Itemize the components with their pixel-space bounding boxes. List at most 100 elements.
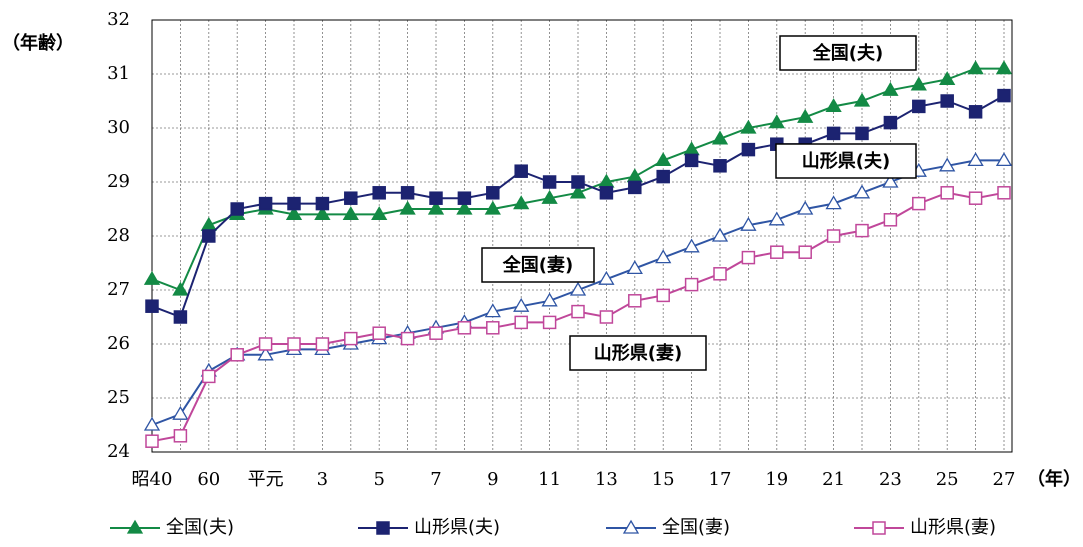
point <box>376 521 390 535</box>
y-tick-label: 26 <box>107 333 130 354</box>
point <box>541 292 558 307</box>
point <box>145 299 159 313</box>
point <box>372 326 386 340</box>
point <box>713 159 727 173</box>
y-tick-label: 27 <box>107 279 130 300</box>
point <box>995 152 1013 167</box>
point <box>172 281 189 296</box>
point <box>713 267 727 281</box>
point <box>768 211 785 226</box>
point <box>484 303 501 318</box>
point <box>825 98 842 113</box>
point <box>939 157 956 172</box>
x-tick-label: 27 <box>993 469 1016 490</box>
y-tick-label: 25 <box>107 387 130 408</box>
point <box>968 191 983 205</box>
point <box>967 60 984 75</box>
x-axis-label: （年） <box>1027 468 1081 490</box>
point <box>912 99 926 114</box>
x-tick-label: 21 <box>822 469 845 490</box>
point <box>427 200 445 215</box>
point <box>711 130 729 145</box>
point <box>143 270 161 285</box>
legend-label: 全国(夫) <box>166 517 234 538</box>
point <box>853 92 871 107</box>
point <box>770 245 784 259</box>
annotation: 山形県(妻) <box>594 343 682 364</box>
annotation: 全国(夫) <box>812 42 883 64</box>
x-tick-label: 平元 <box>248 469 284 490</box>
annotation-box <box>779 35 917 71</box>
point <box>371 206 388 221</box>
point <box>513 195 530 210</box>
point <box>202 229 216 243</box>
point <box>940 94 954 108</box>
point <box>939 71 956 86</box>
point <box>940 186 954 200</box>
point <box>344 331 358 346</box>
x-tick-label: 25 <box>936 469 959 490</box>
x-tick-label: 7 <box>430 469 441 490</box>
point <box>429 326 443 340</box>
y-tick-label: 29 <box>107 171 130 192</box>
point <box>486 186 500 200</box>
point <box>797 200 814 215</box>
annotation: 全国(妻) <box>502 254 573 276</box>
point <box>230 348 244 362</box>
point <box>542 315 557 330</box>
annotation-box <box>481 247 595 283</box>
point <box>230 202 244 216</box>
annotation-box <box>775 143 917 179</box>
point <box>910 76 927 91</box>
x-tick-label: 60 <box>197 469 220 490</box>
point <box>883 115 898 130</box>
point <box>711 227 729 242</box>
point <box>258 337 273 351</box>
x-tick-label: 昭40 <box>132 469 173 490</box>
point <box>257 346 274 361</box>
point <box>655 249 672 264</box>
point <box>684 153 699 168</box>
point <box>997 88 1011 103</box>
point <box>457 191 472 205</box>
point <box>872 521 886 535</box>
point <box>656 288 670 303</box>
point <box>626 168 643 183</box>
point <box>622 519 640 534</box>
point <box>882 173 899 188</box>
point <box>825 195 842 210</box>
point <box>344 191 358 205</box>
point <box>912 196 926 211</box>
y-tick-label: 24 <box>107 441 130 462</box>
x-tick-label: 15 <box>652 469 675 490</box>
point <box>258 196 273 211</box>
point <box>599 310 614 324</box>
y-tick-label: 28 <box>107 225 130 246</box>
point <box>287 196 301 211</box>
point <box>598 270 615 285</box>
y-tick-label: 32 <box>107 9 130 30</box>
x-tick-label: 9 <box>487 469 498 490</box>
point <box>173 429 188 443</box>
point <box>967 152 984 167</box>
point <box>571 175 585 189</box>
point <box>855 223 869 238</box>
point <box>855 126 869 141</box>
point <box>882 81 899 96</box>
point <box>315 196 330 211</box>
annotation-box <box>569 335 707 371</box>
point <box>741 250 756 265</box>
point <box>285 206 303 221</box>
point <box>853 184 871 199</box>
point <box>372 186 386 200</box>
plot-frame <box>151 19 1013 453</box>
legend-label: 山形県(夫) <box>414 517 500 538</box>
point <box>826 229 841 243</box>
point <box>571 304 585 319</box>
point <box>798 245 812 259</box>
point <box>145 434 159 448</box>
point <box>797 108 814 123</box>
point <box>656 169 670 184</box>
point <box>172 405 189 420</box>
